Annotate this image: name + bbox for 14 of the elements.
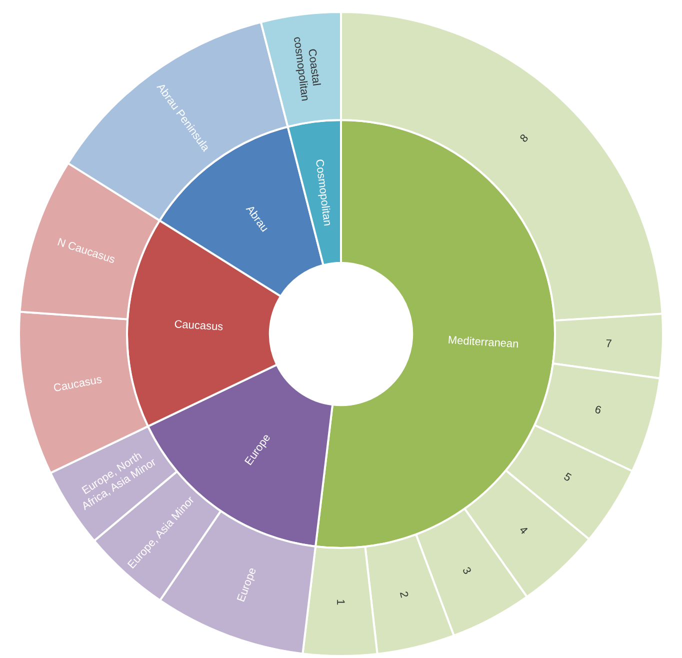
slice-label: 5	[561, 470, 574, 484]
slice-label: Europe	[235, 566, 259, 604]
slice-label: 1	[334, 598, 346, 606]
slice-label: Caucasus	[52, 374, 104, 395]
slice-label: 8	[518, 132, 531, 145]
slice-label: 4	[516, 524, 530, 537]
slice-label: 6	[593, 404, 603, 418]
slice-label: 7	[606, 338, 612, 350]
slice-label: 3	[460, 565, 474, 576]
slice-label: Caucasus	[174, 318, 224, 334]
slice-label: Cosmopolitan	[312, 158, 334, 227]
slice-label: Coastal cosmopolitan	[290, 36, 322, 102]
slice-label: 2	[396, 590, 410, 599]
slice-label: Mediterranean	[448, 334, 520, 351]
